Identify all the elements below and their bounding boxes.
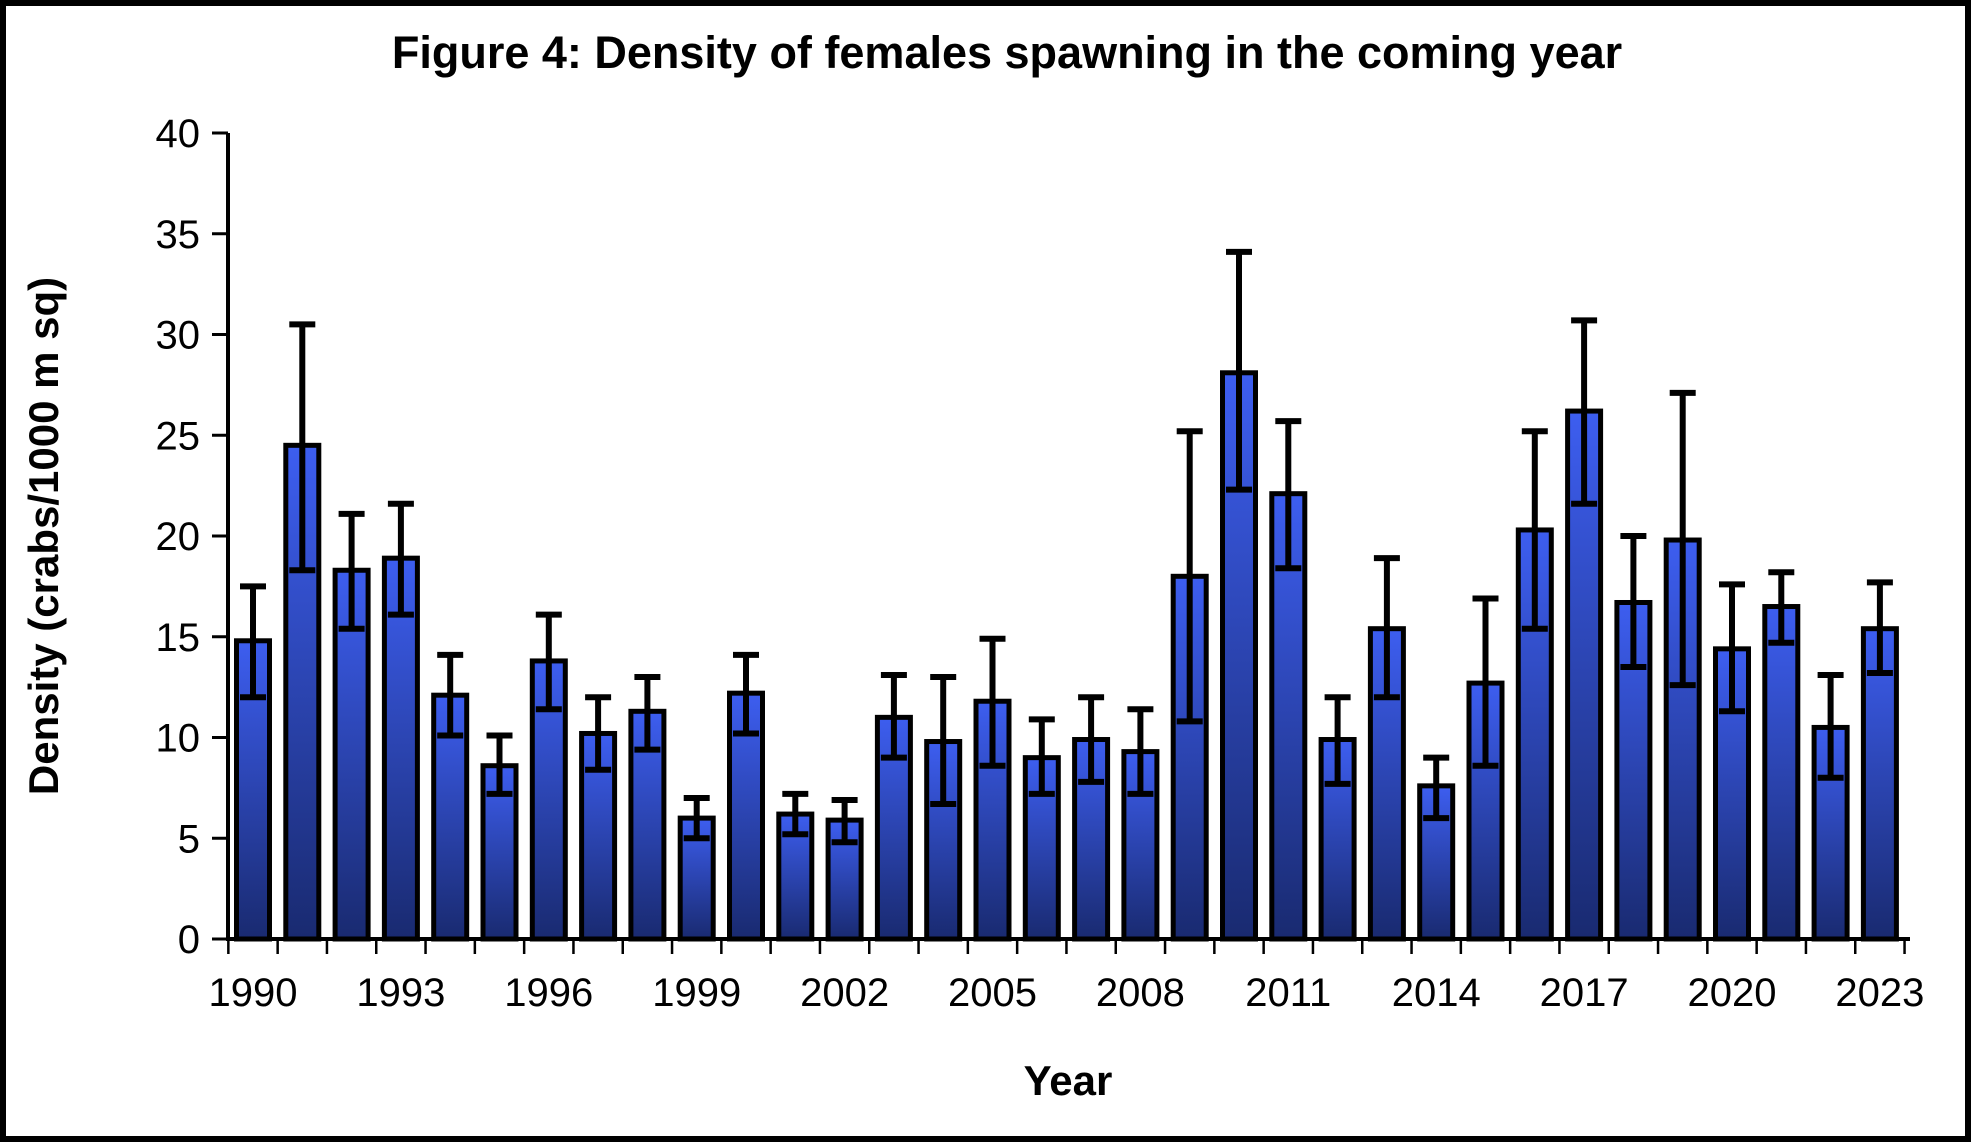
x-tick-label-2020: 2020 [1688,971,1777,1015]
x-tick-label-2017: 2017 [1540,971,1629,1015]
bar-chart: Figure 4: Density of females spawning in… [20,27,1925,1104]
x-tick-label-1999: 1999 [652,971,741,1015]
y-tick-label-5: 5 [178,817,200,861]
bar-1992 [332,567,371,942]
y-tick-label-20: 20 [156,515,201,559]
y-tick-label-0: 0 [178,918,200,962]
x-tick-label-1996: 1996 [504,971,593,1015]
y-tick-label-35: 35 [156,213,201,257]
y-tick-label-15: 15 [156,616,201,660]
x-axis-title: Year [1024,1057,1113,1104]
y-tick-label-40: 40 [156,112,201,156]
y-axis-title: Density (crabs/1000 m sq) [20,277,67,795]
x-tick-label-2008: 2008 [1096,971,1185,1015]
x-tick-label-2014: 2014 [1392,971,1481,1015]
y-tick-label-30: 30 [156,314,201,358]
plot-area: 0 5 10 15 20 25 30 35 40 1990 1993 1996 1999 2002 2005… [156,112,1925,1015]
x-tick-label-2005: 2005 [948,971,1037,1015]
x-tick-label-2011: 2011 [1245,971,1331,1015]
x-tick-label-2002: 2002 [800,971,889,1015]
bar-2021 [1762,604,1801,942]
bar-2004 [924,739,963,942]
bar-1993 [381,555,420,942]
x-tick-label-2023: 2023 [1835,971,1924,1015]
bar-2023 [1860,626,1899,942]
chart-title: Figure 4: Density of females spawning in… [392,27,1622,78]
x-tick-label-1990: 1990 [209,971,298,1015]
y-tick-label-25: 25 [156,414,201,458]
y-tick-label-10: 10 [156,717,201,761]
x-tick-label-1993: 1993 [356,971,445,1015]
